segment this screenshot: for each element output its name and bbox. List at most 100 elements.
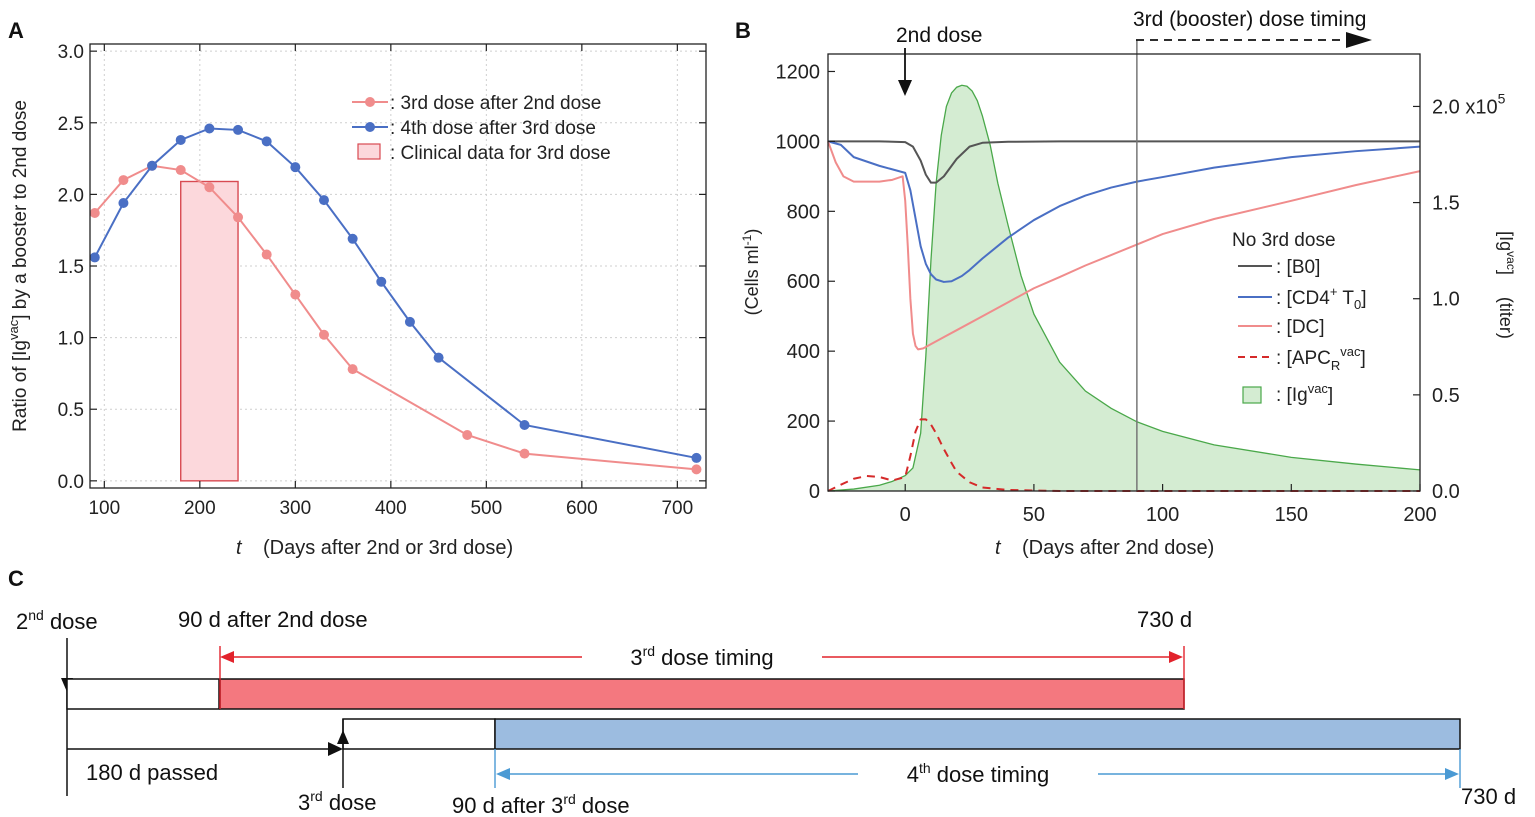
- chart-a-point: [404, 316, 415, 327]
- chart-a-ytick-label: 1.5: [58, 257, 84, 278]
- fourth-timing-arrowhead-right: [1445, 768, 1459, 780]
- chart-a-ytick-label: 2.5: [58, 114, 84, 135]
- right-axis-exponent: 5: [1498, 90, 1506, 106]
- legend-ig-swatch: [1242, 386, 1262, 404]
- chart-b-ytick-right-label: 0.5: [1432, 385, 1460, 407]
- chart-a-point: [204, 182, 215, 193]
- panel-label-c: C: [8, 566, 24, 591]
- chart-a-point: [118, 197, 129, 208]
- chart-a-point: [204, 123, 215, 134]
- third-dose-label: 3rd dose: [298, 788, 377, 815]
- chart-a-point: [433, 352, 444, 363]
- chart-a-point: [147, 160, 158, 171]
- chart-a-xtick-label: 600: [566, 498, 598, 519]
- chart-b-ytick-right-label: 1.0: [1432, 289, 1460, 311]
- chart-b-ytick-right-label: 2.0 x105: [1432, 90, 1506, 118]
- chart-b: 0 50 100 150 200 0 200 400 600 800 1000 1200 0.0 0.5 1…: [740, 8, 1518, 559]
- chart-a-point: [261, 136, 272, 147]
- top-bar-third-window: [219, 678, 1185, 710]
- chart-b-xtick-label: 100: [1146, 504, 1179, 526]
- chart-a-xtick-label: 100: [88, 498, 120, 519]
- chart-a-xtick-label: 200: [184, 498, 216, 519]
- chart-b-series-line-0: [828, 140, 1420, 184]
- chart-a-point: [519, 419, 530, 430]
- chart-a-point: [175, 134, 186, 145]
- chart-a-point: [691, 452, 702, 463]
- chart-a-xtick-label: 400: [375, 498, 407, 519]
- second-dose-arrowhead: [898, 80, 912, 96]
- chart-b-ticks: 0 50 100 150 200 0 200 400 600 800 1000 1200 0.0 0.5 1…: [776, 61, 1506, 526]
- end-730-bottom-label: 730 d: [1461, 784, 1516, 809]
- passed-180-arrowhead: [328, 742, 343, 756]
- legend-cd4-label: : [CD4+ T0]: [1276, 284, 1367, 312]
- chart-b-xtick-label: 150: [1275, 504, 1308, 526]
- chart-a-point: [261, 249, 272, 260]
- chart-a-legend: : 3rd dose after 2nd dose : 4th dose aft…: [352, 93, 611, 164]
- chart-b-series-line-3: [827, 418, 1420, 492]
- chart-b-ytick-left-label: 200: [787, 411, 820, 433]
- passed-180-label: 180 d passed: [86, 760, 218, 785]
- chart-b-ytick-left-label: 1000: [776, 131, 821, 153]
- bottom-bar-fourth-window: [494, 718, 1461, 750]
- chart-b-xlabel-t: t: [995, 537, 1002, 559]
- booster-title: 3rd (booster) dose timing: [1133, 8, 1366, 31]
- chart-a-xtick-label: 700: [661, 498, 693, 519]
- chart-b-ytick-left-label: 800: [787, 201, 820, 223]
- chart-b-xtick-label: 50: [1023, 504, 1045, 526]
- legend-4th-label: : 4th dose after 3rd dose: [390, 118, 596, 139]
- chart-b-ytick-left-label: 1200: [776, 61, 821, 83]
- chart-b-xlabel: (Days after 2nd dose): [1022, 537, 1214, 559]
- chart-b-series-line-1: [827, 140, 1421, 283]
- legend-3rd-marker: [365, 97, 375, 107]
- chart-a-point: [347, 364, 358, 375]
- end-730-top-label: 730 d: [1137, 607, 1192, 632]
- legend-dc-label: : [DC]: [1276, 317, 1325, 338]
- ig-vac-area: [828, 85, 1420, 491]
- chart-a-point: [691, 464, 702, 475]
- legend-apc-label: : [APCRvac]: [1276, 344, 1366, 373]
- clinical-data-box: [180, 180, 239, 482]
- legend-b0-label: : [B0]: [1276, 257, 1320, 278]
- chart-b-legend: No 3rd dose : [B0] : [CD4+ T0] : [DC] : …: [1232, 230, 1367, 406]
- chart-a-point: [89, 252, 100, 263]
- chart-a-point: [290, 289, 301, 300]
- chart-a-point: [347, 233, 358, 244]
- chart-a-point: [519, 448, 530, 459]
- chart-a-point: [318, 329, 329, 340]
- chart-b-ylabel-right: [Igvac](titer): [1496, 231, 1518, 339]
- chart-b-series: [827, 84, 1421, 492]
- fourth-timing-label: 4th dose timing: [907, 760, 1050, 787]
- legend-ig-label: : [Igvac]: [1276, 381, 1333, 406]
- third-timing-arrowhead-right: [1169, 651, 1183, 663]
- chart-a-point: [462, 430, 473, 441]
- panel-label-b: B: [735, 18, 751, 43]
- chart-b-ylabel-left: (Cells ml-1): [740, 229, 762, 316]
- chart-b-ytick-left-label: 600: [787, 271, 820, 293]
- chart-a-series: [89, 123, 702, 475]
- third-timing-arrowhead-left: [220, 651, 234, 663]
- chart-a-ytick-label: 2.0: [58, 185, 84, 206]
- booster-arrowhead: [1346, 32, 1372, 48]
- ig-vac-line: [827, 84, 1421, 492]
- chart-b-ytick-left-label: 400: [787, 341, 820, 363]
- chart-a-point: [318, 195, 329, 206]
- legend-4th-marker: [365, 122, 375, 132]
- third-timing-label: 3rd dose timing: [630, 643, 773, 670]
- chart-a-point: [233, 212, 244, 223]
- fourth-timing-arrowhead-left: [496, 768, 510, 780]
- chart-a-ytick-label: 0.5: [58, 400, 84, 421]
- chart-a-point: [175, 165, 186, 176]
- chart-b-xtick-label: 200: [1403, 504, 1436, 526]
- chart-a-ylabel: Ratio of [Igvac] by a booster to 2nd dos…: [6, 100, 31, 432]
- chart-a-ytick-label: 1.0: [58, 329, 84, 350]
- chart-a-point: [290, 162, 301, 173]
- chart-a-point: [233, 124, 244, 135]
- legend-title: No 3rd dose: [1232, 230, 1336, 251]
- bottom-bar-wait: [342, 718, 496, 750]
- legend-clinical-swatch: [357, 143, 381, 160]
- chart-a-point: [376, 276, 387, 287]
- chart-a: 100 200 300 400 500 600 700 0.0 0.5 1.0 1.5 2.0 2.5 3…: [6, 42, 707, 559]
- ninety-after-2nd-label: 90 d after 2nd dose: [178, 607, 368, 632]
- chart-a-xlabel-t: t: [236, 537, 243, 559]
